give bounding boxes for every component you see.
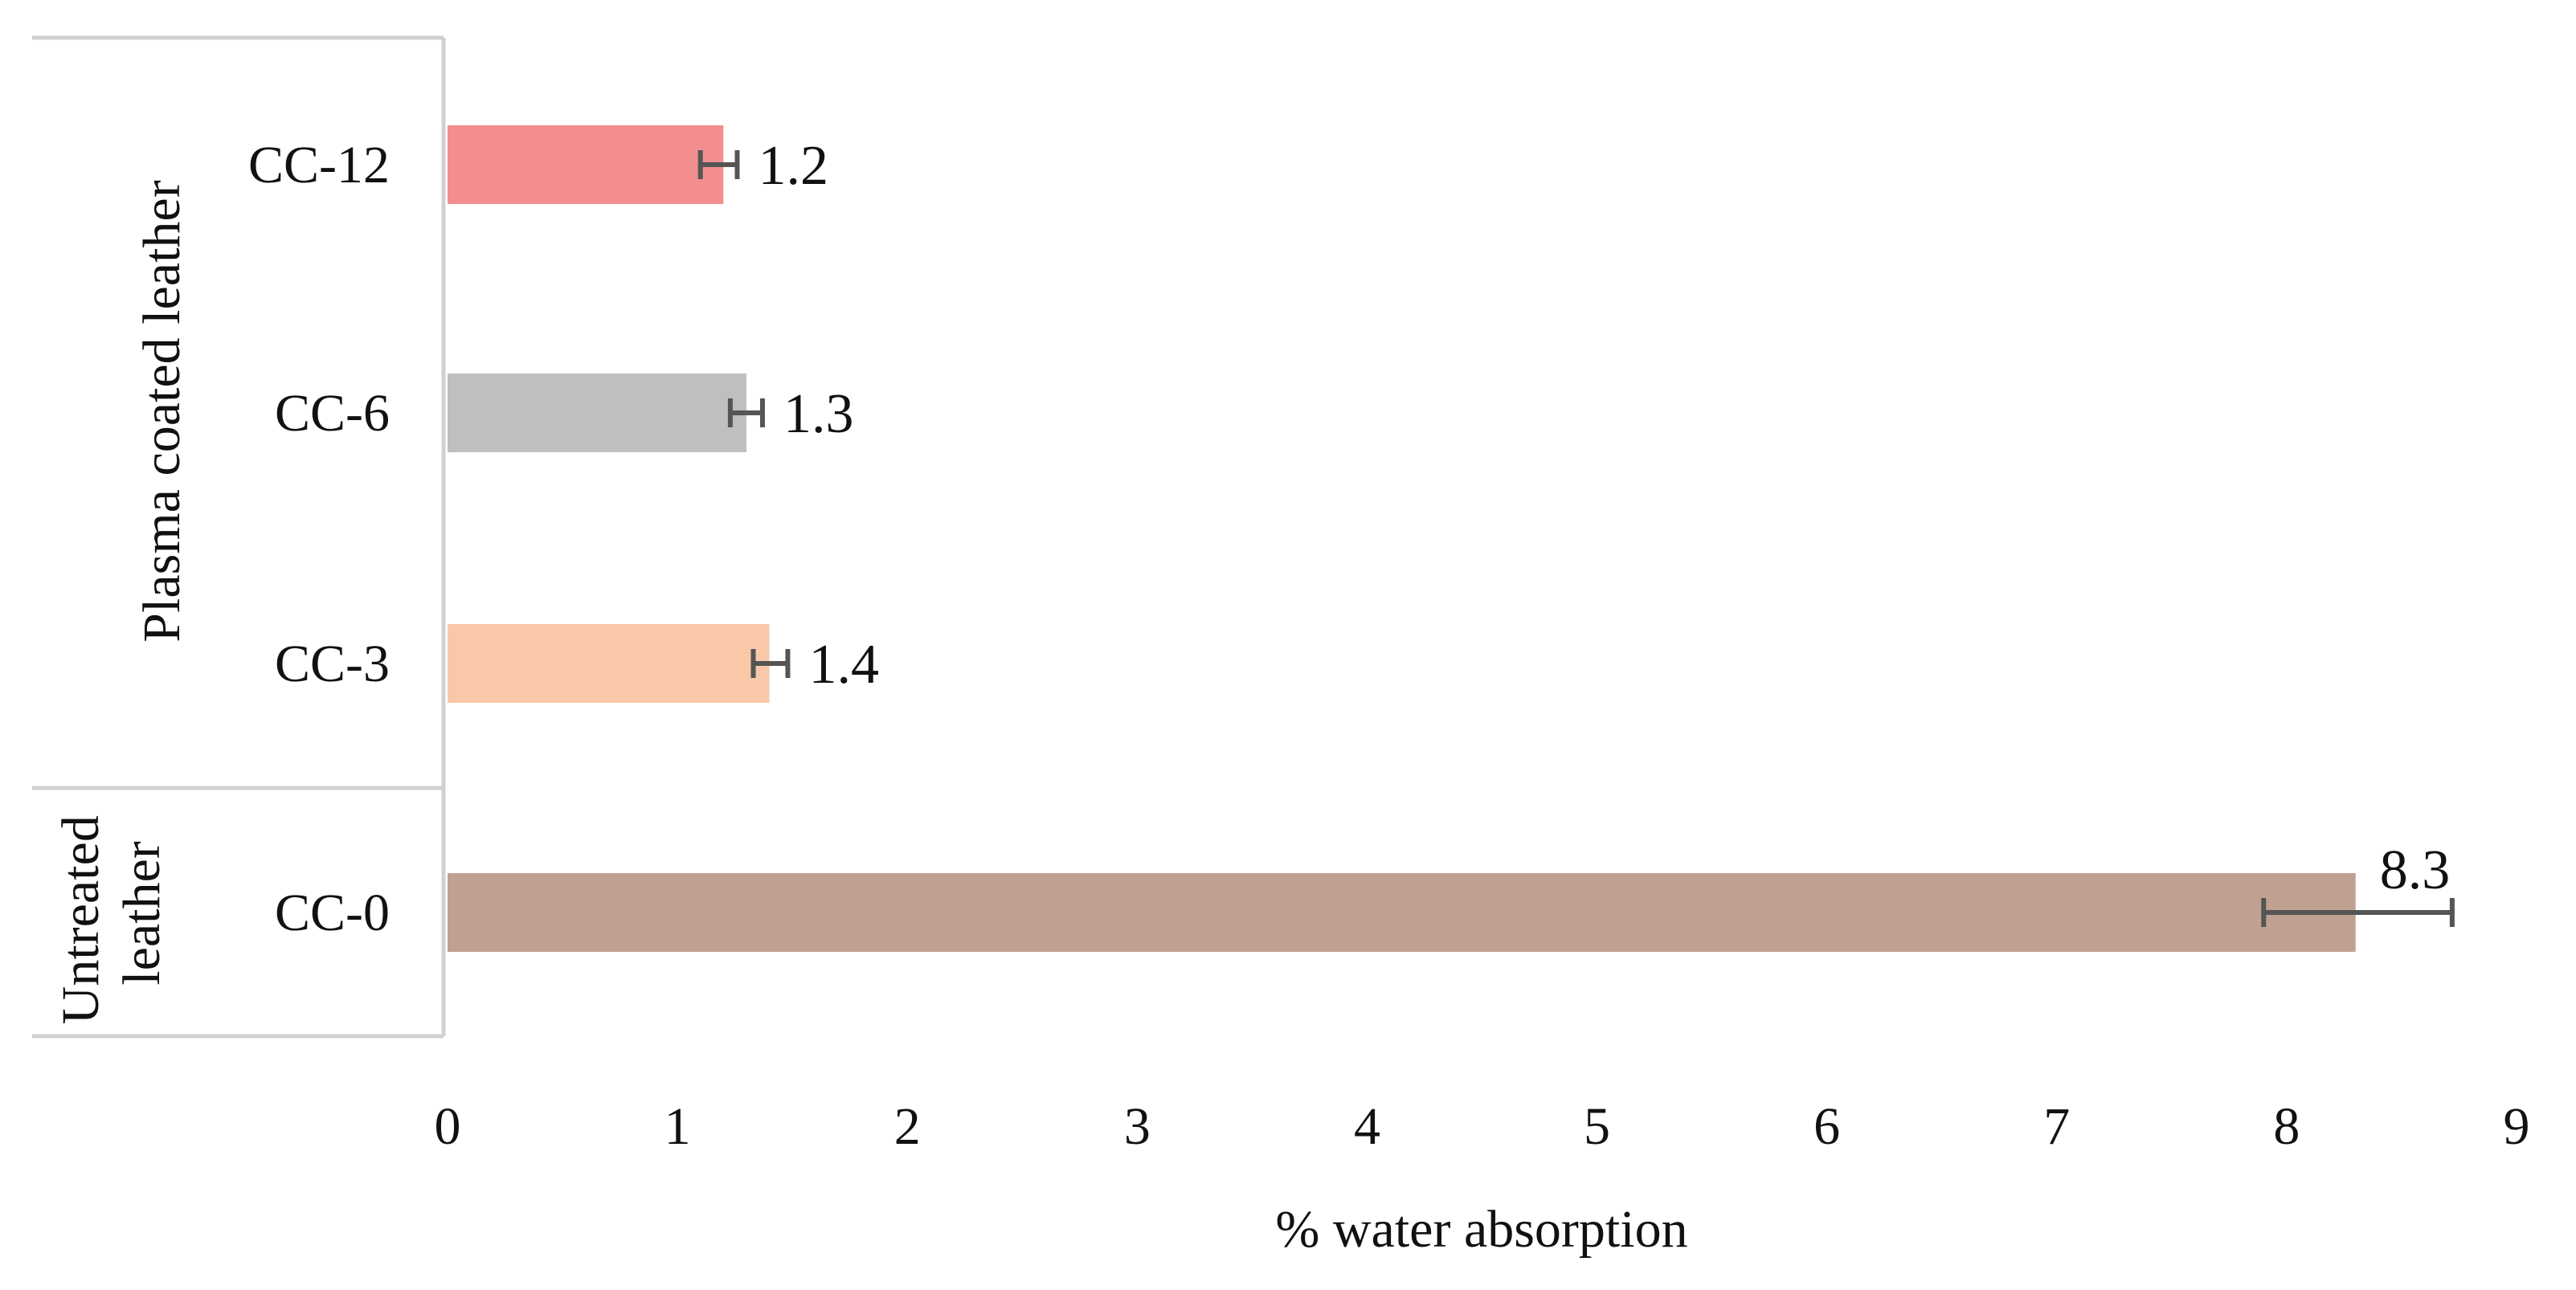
group-label-untreated-line1: Untreated	[51, 815, 110, 1024]
x-tick-label-7: 7	[2043, 1097, 2070, 1156]
bar-cc-12	[448, 125, 724, 204]
x-tick-label-2: 2	[894, 1097, 921, 1156]
category-label-cc-6: CC-6	[275, 384, 390, 443]
error-bar-cc-6	[727, 398, 765, 427]
value-label-cc-3: 1.4	[808, 634, 879, 696]
x-tick-label-4: 4	[1354, 1097, 1380, 1156]
value-label-cc-6: 1.3	[783, 383, 853, 445]
bar-cc-0	[448, 873, 2356, 952]
bar-cc-3	[448, 624, 770, 703]
error-bar-cc-0	[2261, 898, 2455, 927]
category-label-cc-12: CC-12	[248, 136, 390, 194]
x-tick-label-0: 0	[435, 1097, 461, 1156]
x-tick-label-1: 1	[664, 1097, 691, 1156]
bar-cc-6	[448, 374, 746, 452]
bar-group-cc-3: 1.4 CC-3	[275, 624, 879, 703]
group-label-untreated-line2: leather	[112, 841, 171, 986]
bars-layer: 1.2 CC-12 1.3 CC-6 1.4 CC-3 8.3 CC-0	[248, 125, 2455, 952]
bar-group-cc-12: 1.2 CC-12	[248, 125, 828, 204]
category-label-cc-0: CC-0	[275, 884, 390, 942]
error-bar-cc-3	[750, 649, 791, 678]
x-tick-labels: 0 1 2 3 4 5 6 7 8 9	[435, 1097, 2530, 1156]
x-axis-title: % water absorption	[1275, 1200, 1687, 1259]
group-label-untreated: Untreated leather	[51, 802, 171, 1025]
value-label-cc-0: 8.3	[2380, 839, 2451, 901]
group-label-plasma-coated: Plasma coated leather	[133, 180, 191, 642]
x-tick-label-5: 5	[1584, 1097, 1610, 1156]
bar-group-cc-6: 1.3 CC-6	[275, 374, 853, 452]
x-tick-label-8: 8	[2273, 1097, 2300, 1156]
x-tick-label-6: 6	[1813, 1097, 1840, 1156]
bar-group-cc-0: 8.3 CC-0	[275, 839, 2455, 952]
value-label-cc-12: 1.2	[758, 135, 829, 197]
error-bar-cc-12	[697, 150, 740, 179]
x-tick-label-3: 3	[1124, 1097, 1151, 1156]
x-tick-label-9: 9	[2504, 1097, 2530, 1156]
category-frame	[32, 35, 446, 1039]
category-label-cc-3: CC-3	[275, 635, 390, 693]
